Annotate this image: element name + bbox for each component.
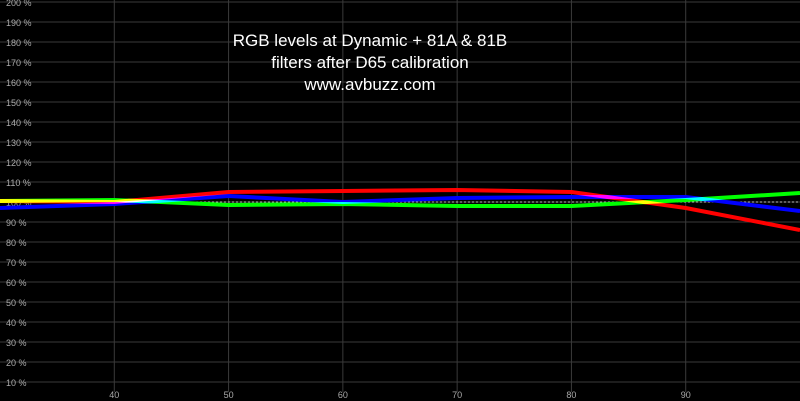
series-line-blue	[0, 194, 800, 213]
y-tick-label: 40 %	[6, 318, 27, 328]
y-tick-label: 30 %	[6, 338, 27, 348]
y-tick-label: 120 %	[6, 158, 32, 168]
y-tick-label: 70 %	[6, 258, 27, 268]
y-tick-label: 80 %	[6, 238, 27, 248]
y-tick-label: 170 %	[6, 58, 32, 68]
y-tick-label: 90 %	[6, 218, 27, 228]
title-line-3: www.avbuzz.com	[304, 75, 436, 94]
y-tick-label: 200 %	[6, 0, 32, 8]
title-line-1: RGB levels at Dynamic + 81A & 81B	[232, 31, 508, 50]
y-tick-label: 10 %	[6, 378, 27, 388]
y-tick-label: 180 %	[6, 38, 32, 48]
x-tick-label: 40	[109, 390, 119, 400]
y-tick-label: 190 %	[6, 18, 32, 28]
y-tick-label: 140 %	[6, 118, 32, 128]
y-tick-label: 60 %	[6, 278, 27, 288]
y-tick-label: 20 %	[6, 358, 27, 368]
series-group	[0, 188, 800, 232]
y-tick-label: 50 %	[6, 298, 27, 308]
y-tick-label: 160 %	[6, 78, 32, 88]
x-tick-label: 90	[681, 390, 691, 400]
y-tick-label: 110 %	[6, 178, 31, 188]
title-line-2: filters after D65 calibration	[271, 53, 469, 72]
x-tick-label: 80	[566, 390, 576, 400]
y-tick-label: 150 %	[6, 98, 32, 108]
y-tick-label: 130 %	[6, 138, 32, 148]
x-tick-label: 60	[338, 390, 348, 400]
x-tick-label: 50	[224, 390, 234, 400]
chart-title: RGB levels at Dynamic + 81A & 81B filter…	[170, 30, 570, 96]
x-tick-label: 70	[452, 390, 462, 400]
